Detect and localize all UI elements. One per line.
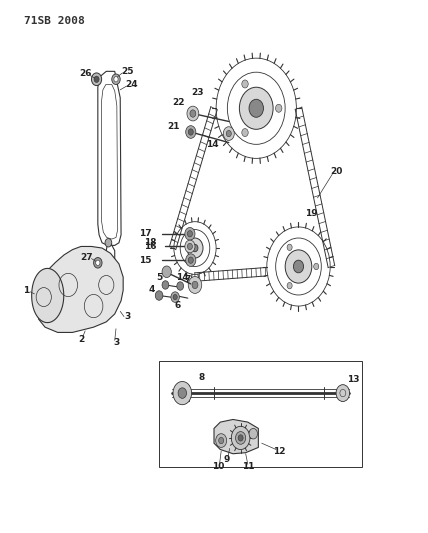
Circle shape	[105, 239, 112, 247]
Circle shape	[231, 426, 250, 449]
Text: 3: 3	[124, 312, 131, 321]
Circle shape	[242, 128, 248, 136]
Polygon shape	[214, 419, 259, 454]
Circle shape	[188, 257, 193, 263]
Circle shape	[188, 129, 193, 135]
Circle shape	[162, 266, 171, 278]
Circle shape	[114, 77, 118, 82]
Circle shape	[285, 250, 312, 283]
Circle shape	[96, 260, 100, 265]
Circle shape	[314, 263, 319, 270]
Circle shape	[186, 126, 196, 139]
Text: 11: 11	[241, 463, 254, 471]
Text: 9: 9	[223, 455, 230, 464]
Polygon shape	[32, 269, 64, 322]
Circle shape	[336, 385, 350, 401]
Text: 6: 6	[174, 301, 180, 310]
Circle shape	[112, 74, 120, 85]
Text: 5: 5	[156, 272, 162, 281]
Text: 14: 14	[205, 140, 218, 149]
Circle shape	[294, 260, 303, 273]
Text: 13: 13	[347, 375, 360, 384]
Text: 1: 1	[23, 286, 29, 295]
Circle shape	[94, 76, 99, 83]
Text: 14: 14	[176, 272, 189, 281]
Circle shape	[177, 282, 184, 290]
Circle shape	[187, 231, 193, 237]
Text: 71SB 2008: 71SB 2008	[24, 16, 85, 26]
Circle shape	[192, 281, 198, 289]
Polygon shape	[101, 85, 118, 239]
Text: 15: 15	[140, 256, 152, 265]
Circle shape	[192, 244, 198, 252]
Circle shape	[223, 127, 234, 140]
Text: 21: 21	[168, 122, 180, 131]
Text: 20: 20	[330, 167, 343, 176]
Circle shape	[171, 292, 179, 302]
Text: 24: 24	[125, 80, 138, 89]
Text: 2: 2	[78, 335, 84, 344]
Circle shape	[94, 257, 102, 268]
Text: 4: 4	[148, 285, 155, 294]
Text: 17: 17	[139, 229, 152, 238]
Text: 10: 10	[212, 463, 224, 471]
Text: 25: 25	[121, 67, 134, 76]
Circle shape	[216, 434, 227, 447]
Circle shape	[239, 87, 273, 130]
Circle shape	[249, 99, 264, 117]
Text: 16: 16	[145, 242, 157, 251]
Circle shape	[287, 244, 292, 251]
Circle shape	[242, 80, 248, 88]
Text: 22: 22	[172, 99, 184, 108]
Circle shape	[185, 240, 195, 253]
Circle shape	[276, 104, 282, 112]
Circle shape	[178, 388, 187, 398]
Circle shape	[249, 429, 258, 439]
Circle shape	[185, 228, 195, 240]
Circle shape	[235, 432, 246, 444]
Circle shape	[187, 238, 203, 258]
Text: 7: 7	[184, 275, 191, 284]
Circle shape	[226, 131, 231, 137]
Circle shape	[190, 110, 196, 117]
Circle shape	[173, 382, 192, 405]
Circle shape	[188, 277, 202, 293]
Text: 19: 19	[305, 209, 318, 218]
Text: 18: 18	[145, 238, 157, 247]
Text: 3: 3	[114, 338, 120, 348]
Text: 12: 12	[273, 447, 286, 456]
Circle shape	[155, 291, 163, 300]
Circle shape	[287, 282, 292, 289]
Circle shape	[238, 435, 243, 441]
Circle shape	[187, 243, 193, 249]
Circle shape	[219, 438, 224, 443]
Circle shape	[92, 73, 101, 86]
Text: 26: 26	[79, 69, 92, 78]
Circle shape	[173, 294, 177, 300]
Text: 23: 23	[191, 88, 203, 97]
Circle shape	[187, 106, 199, 121]
Text: 27: 27	[80, 253, 93, 262]
Text: 8: 8	[198, 373, 205, 382]
Circle shape	[186, 254, 196, 266]
Polygon shape	[36, 246, 123, 333]
Circle shape	[162, 281, 169, 289]
